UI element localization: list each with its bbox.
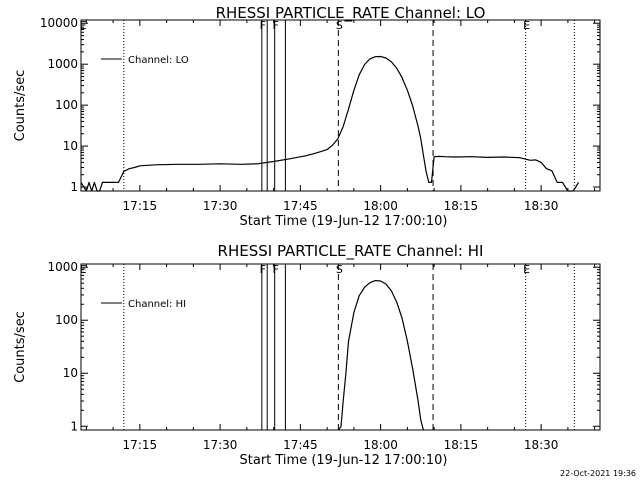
y-tick-label: 100: [55, 313, 78, 327]
x-tick-label: 18:00: [363, 199, 398, 213]
timestamp-label: 22-Oct-2021 19:36: [560, 469, 636, 478]
chart-title: RHESSI PARTICLE_RATE Channel: HI: [218, 242, 484, 261]
chart-panel-hi: RHESSI PARTICLE_RATE Channel: HI 17:15 17:…: [13, 242, 601, 468]
x-tick-label: 17:45: [283, 199, 318, 213]
y-tick-label: 1: [70, 180, 78, 194]
chart-panel-lo: RHESSI PARTICLE_RATE Channel: LO 17:15 17:…: [13, 4, 601, 229]
series-line: [337, 280, 424, 431]
x-tick-label: 18:30: [524, 438, 559, 452]
y-tick-label: 10: [63, 366, 78, 380]
y-tick-label: 1000: [47, 260, 78, 274]
marker-label: S: [336, 19, 343, 32]
y-axis-label: Counts/sec: [13, 311, 28, 383]
y-tick-label: 10000: [40, 16, 78, 30]
x-tick-label: 17:30: [203, 438, 238, 452]
x-tick-label: 17:15: [123, 438, 158, 452]
x-tick-label: 17:45: [283, 438, 318, 452]
plot-frame: [80, 263, 601, 431]
marker-label: F: [273, 263, 279, 276]
x-tick-label: 18:15: [444, 438, 479, 452]
y-axis-label: Counts/sec: [13, 70, 28, 142]
chart-title: RHESSI PARTICLE_RATE Channel: LO: [216, 4, 486, 23]
x-axis-label: Start Time (19-Jun-12 17:00:10): [240, 214, 448, 229]
marker-label: E: [80, 263, 87, 276]
x-tick-label: 18:15: [444, 199, 479, 213]
marker-label: E: [523, 19, 530, 32]
x-tick-label: 17:15: [123, 199, 158, 213]
y-tick-label: 1: [70, 419, 78, 433]
x-tick-label: 17:30: [203, 199, 238, 213]
marker-label: E: [523, 263, 530, 276]
y-tick-label: 10: [63, 139, 78, 153]
marker-label: E: [80, 19, 87, 32]
series-line: [80, 55, 580, 192]
y-tick-label: 1000: [47, 57, 78, 71]
legend-entry: Channel: LO: [128, 55, 189, 66]
x-axis-label: Start Time (19-Jun-12 17:00:10): [240, 453, 448, 468]
marker-label: F: [260, 263, 266, 276]
marker-label: S: [336, 263, 343, 276]
x-tick-label: 18:30: [524, 199, 559, 213]
marker-label: F: [260, 19, 266, 32]
y-tick-label: 100: [55, 98, 78, 112]
marker-label: F: [273, 19, 279, 32]
legend-entry: Channel: HI: [128, 299, 186, 310]
x-tick-label: 18:00: [363, 438, 398, 452]
